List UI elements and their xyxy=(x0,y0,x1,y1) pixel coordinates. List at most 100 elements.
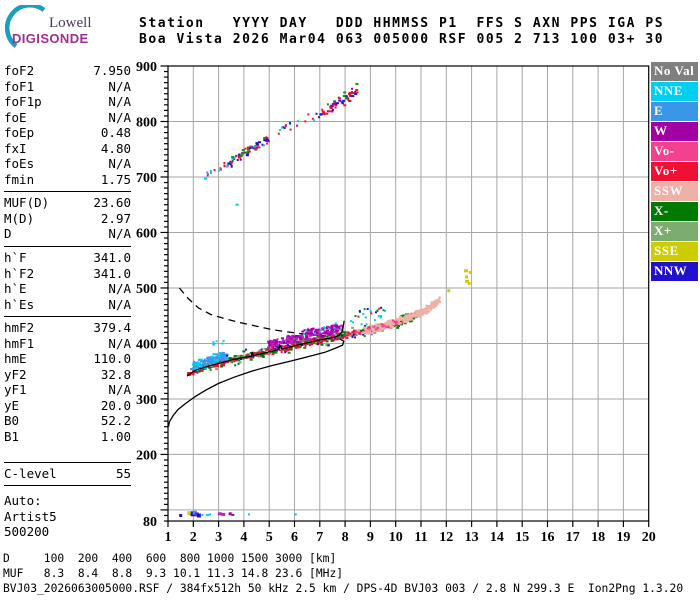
panel-separator xyxy=(4,485,131,487)
parameter-row: hmF1 N/A xyxy=(4,336,131,352)
parameter-label: hmF2 xyxy=(4,320,35,336)
parameter-label: foF1p xyxy=(4,94,42,110)
panel-separator xyxy=(4,316,131,318)
parameter-row: hmE 110.0 xyxy=(4,351,131,367)
x-tick-label: 10 xyxy=(389,530,403,545)
parameter-label: foE xyxy=(4,109,27,125)
muf-transmission-curve-solid xyxy=(168,333,345,423)
parameter-value: 379.4 xyxy=(93,320,131,336)
parameter-row: h`F2 341.0 xyxy=(4,266,131,282)
parameter-row: C-level 55 xyxy=(4,466,131,482)
echo-cluster-hop2-mid xyxy=(277,112,320,135)
echo-dots xyxy=(179,177,472,518)
legend-item-no-val: No Val xyxy=(651,62,698,81)
parameter-label: hmF1 xyxy=(4,335,35,351)
parameter-row: foF2 7.950 xyxy=(4,63,131,79)
legend-item-nne: NNE xyxy=(651,82,698,101)
x-tick-label: 20 xyxy=(642,530,656,545)
echo-cluster-hop2-right xyxy=(319,82,359,116)
parameter-value: 7.950 xyxy=(93,63,131,78)
parameter-row: foF1 N/A xyxy=(4,79,131,95)
parameter-label: Artist5 xyxy=(4,508,57,524)
x-tick-label: 7 xyxy=(316,530,323,545)
parameter-row: foEp 0.48 xyxy=(4,125,131,141)
parameter-label: 500200 xyxy=(4,524,50,540)
legend-item-ssw: SSW xyxy=(651,182,698,201)
parameter-value: 341.0 xyxy=(93,250,131,266)
echo-cluster-magenta-1 xyxy=(267,337,286,350)
parameter-label: h`E xyxy=(4,281,27,297)
parameter-row: fmin 1.75 xyxy=(4,172,131,188)
panel-separator xyxy=(4,461,131,463)
legend-item-x-: X+ xyxy=(651,222,698,241)
parameter-label: foF2 xyxy=(4,63,35,78)
parameter-panel: foF2 7.950 foF1 N/A foF1p N/A foE N/A foEp 0.48 fx… xyxy=(4,63,131,540)
parameter-label: C-level xyxy=(4,465,57,481)
plot-frame xyxy=(167,65,650,522)
x-tick-label: 11 xyxy=(414,530,427,545)
parameter-value: 341.0 xyxy=(93,265,131,281)
parameter-row: h`Es N/A xyxy=(4,297,131,313)
parameter-row: fxI 4.80 xyxy=(4,141,131,157)
parameter-label: B0 xyxy=(4,413,20,429)
y-tick-label: 900 xyxy=(136,60,157,75)
echo-cluster-cyan-high-left xyxy=(212,339,225,346)
digisonde-logo: Lowell DIGISONDE xyxy=(5,5,92,48)
parameter-row: M(D) 2.97 xyxy=(4,211,131,227)
echo-cluster-pink-hot xyxy=(354,318,400,335)
echo-cluster-f-trace-green xyxy=(194,309,419,374)
legend-item-e: E xyxy=(651,102,698,121)
y-tick-label: 400 xyxy=(136,337,157,352)
parameter-value: N/A xyxy=(108,296,131,312)
y-tick-label: 800 xyxy=(136,115,157,130)
legend-item-vo-: Vo- xyxy=(651,142,698,161)
parameter-value: 32.8 xyxy=(100,366,131,382)
parameter-label: foEs xyxy=(4,156,35,172)
y-tick-label: 80 xyxy=(143,515,157,530)
legend-item-w: W xyxy=(651,122,698,141)
echo-cluster-magenta-2 xyxy=(285,330,305,345)
parameter-value: 110.0 xyxy=(93,351,131,367)
parameter-value: 52.2 xyxy=(100,413,131,429)
x-tick-label: 6 xyxy=(291,530,298,545)
legend-item-sse: SSE xyxy=(651,242,698,261)
y-tick-label: 200 xyxy=(136,448,157,463)
parameter-value: 55 xyxy=(115,465,131,481)
logo-lowell-text: Lowell xyxy=(49,15,92,31)
x-tick-label: 16 xyxy=(541,530,555,545)
x-tick-label: 5 xyxy=(266,530,273,545)
header-column-titles: Station YYYY DAY DDD HHMMSS P1 FFS S AXN… xyxy=(139,16,665,31)
echo-cluster-magenta-3 xyxy=(303,327,325,342)
parameter-label: M(D) xyxy=(4,210,35,226)
parameter-row: hmF2 379.4 xyxy=(4,320,131,336)
parameter-value: N/A xyxy=(108,382,131,398)
scaled-trace-line xyxy=(186,320,345,377)
parameter-value: N/A xyxy=(108,156,131,172)
x-tick-label: 19 xyxy=(616,530,630,545)
parameter-label: hmE xyxy=(4,351,27,367)
header-column-values: Boa Vista 2026 Mar04 063 005000 RSF 005 … xyxy=(139,32,665,47)
header-station-info: Station YYYY DAY DDD HHMMSS P1 FFS S AXN… xyxy=(139,16,664,48)
parameter-label: yF1 xyxy=(4,382,27,398)
parameter-row: yE 20.0 xyxy=(4,398,131,414)
panel-separator xyxy=(4,246,131,248)
parameter-row: Auto: xyxy=(4,493,131,509)
echo-cluster-f-trace-blue xyxy=(192,351,229,370)
echo-cluster-hop2-left xyxy=(206,162,229,177)
parameter-value: N/A xyxy=(108,78,131,94)
parameter-value: 20.0 xyxy=(100,397,131,413)
x-tick-label: 3 xyxy=(215,530,222,545)
parameter-value: 0.48 xyxy=(100,125,131,141)
x-tick-label: 4 xyxy=(240,530,247,545)
parameter-label: h`Es xyxy=(4,296,35,312)
parameter-value: N/A xyxy=(108,281,131,297)
parameter-row: yF1 N/A xyxy=(4,382,131,398)
parameter-value: 23.60 xyxy=(93,195,131,211)
parameter-label: D xyxy=(4,226,12,242)
parameter-row: foF1p N/A xyxy=(4,94,131,110)
legend-item-nnw: NNW xyxy=(651,262,698,281)
parameter-row: foEs N/A xyxy=(4,156,131,172)
parameter-row: h`E N/A xyxy=(4,281,131,297)
